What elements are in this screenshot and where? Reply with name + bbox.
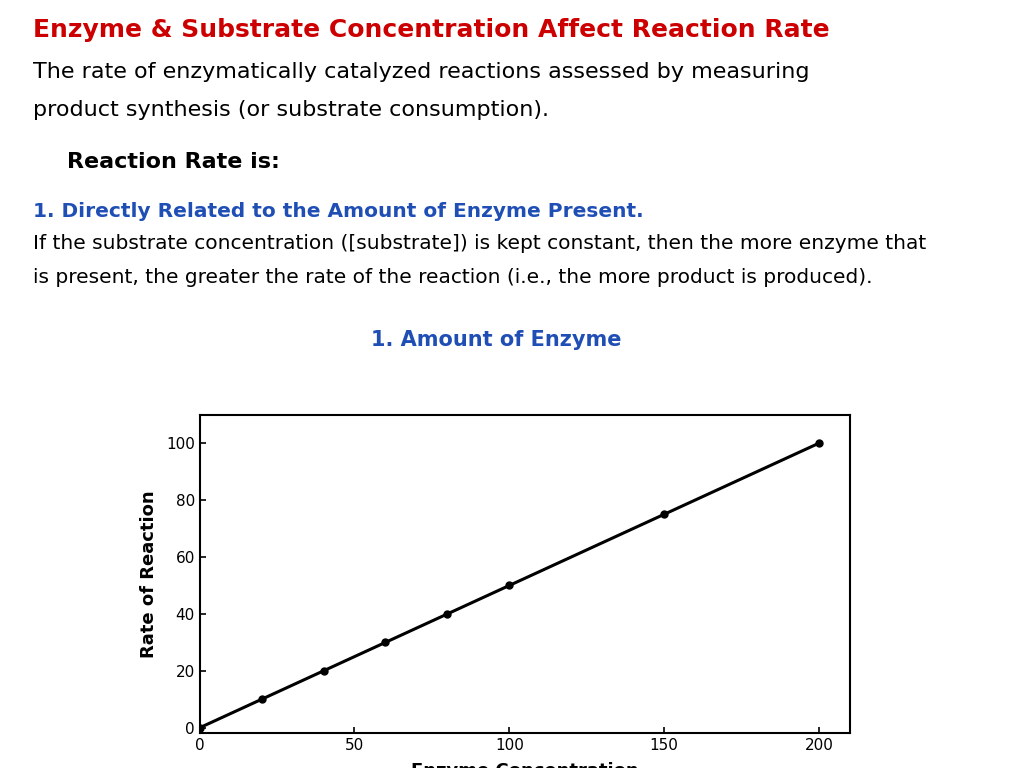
Text: 1. Amount of Enzyme: 1. Amount of Enzyme xyxy=(372,330,622,350)
Y-axis label: Rate of Reaction: Rate of Reaction xyxy=(139,490,158,658)
Text: Reaction Rate is:: Reaction Rate is: xyxy=(67,152,280,172)
Text: product synthesis (or substrate consumption).: product synthesis (or substrate consumpt… xyxy=(33,100,549,120)
Text: The rate of enzymatically catalyzed reactions assessed by measuring: The rate of enzymatically catalyzed reac… xyxy=(33,62,809,82)
Text: is present, the greater the rate of the reaction (i.e., the more product is prod: is present, the greater the rate of the … xyxy=(33,268,872,287)
X-axis label: Enzyme Concentration: Enzyme Concentration xyxy=(411,762,639,768)
Text: Enzyme & Substrate Concentration Affect Reaction Rate: Enzyme & Substrate Concentration Affect … xyxy=(33,18,829,42)
Text: 1. Directly Related to the Amount of Enzyme Present.: 1. Directly Related to the Amount of Enz… xyxy=(33,202,643,221)
Text: If the substrate concentration ([substrate]) is kept constant, then the more enz: If the substrate concentration ([substra… xyxy=(33,234,926,253)
